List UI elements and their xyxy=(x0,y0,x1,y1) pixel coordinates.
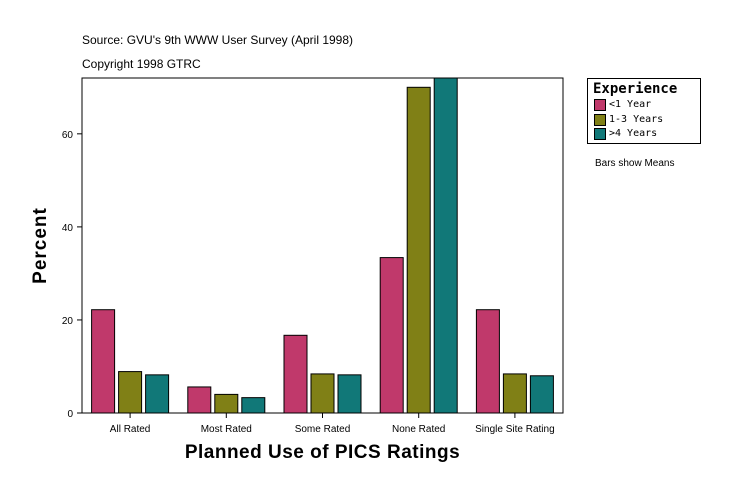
bar-less-1-year xyxy=(475,309,500,414)
bar-more-4-years xyxy=(529,375,554,414)
y-tick-label: 0 xyxy=(67,409,73,420)
bar-less-1-year xyxy=(187,386,212,414)
legend-label-more-4-years: >4 Years xyxy=(609,128,658,139)
bar-less-1-year xyxy=(91,309,116,414)
bar-more-4-years xyxy=(433,77,458,414)
y-tick-label: 20 xyxy=(62,316,74,327)
bar-1-3-years xyxy=(214,393,239,414)
legend-swatch-more-4-years xyxy=(594,128,606,140)
bar-1-3-years xyxy=(502,373,527,414)
bar-less-1-year xyxy=(379,257,404,414)
bar-more-4-years xyxy=(337,374,362,414)
bar-1-3-years xyxy=(310,373,335,414)
y-tick-label: 40 xyxy=(62,223,74,234)
legend-label-less-1-year: <1 Year xyxy=(609,99,652,110)
legend-item-less-1-year: <1 Year xyxy=(594,99,651,111)
legend-swatch-less-1-year xyxy=(594,99,606,111)
legend-title: Experience xyxy=(593,81,678,97)
legend-label-1-3-years: 1-3 Years xyxy=(609,114,664,125)
chart-copyright: Copyright 1998 GTRC xyxy=(82,57,201,71)
means-note: Bars show Means xyxy=(595,158,675,169)
legend-swatch-1-3-years xyxy=(594,114,606,126)
legend: Experience <1 Year 1-3 Years >4 Years xyxy=(587,78,701,144)
bar-more-4-years xyxy=(145,374,170,414)
chart-source: Source: GVU's 9th WWW User Survey (April… xyxy=(82,33,354,47)
x-tick-label: Single Site Rating xyxy=(475,424,555,435)
legend-item-more-4-years: >4 Years xyxy=(594,128,657,140)
bar-less-1-year xyxy=(283,334,308,414)
bar-1-3-years xyxy=(406,86,431,414)
y-tick-label: 60 xyxy=(62,130,74,141)
legend-item-1-3-years: 1-3 Years xyxy=(594,114,663,126)
x-tick-label: None Rated xyxy=(392,424,445,435)
bar-1-3-years xyxy=(118,371,143,414)
x-axis-title: Planned Use of PICS Ratings xyxy=(185,442,460,463)
x-tick-label: Some Rated xyxy=(295,424,351,435)
x-tick-label: Most Rated xyxy=(201,424,252,435)
y-axis-title: Percent xyxy=(30,207,51,284)
x-tick-label: All Rated xyxy=(110,424,151,435)
bar-more-4-years xyxy=(241,397,266,414)
